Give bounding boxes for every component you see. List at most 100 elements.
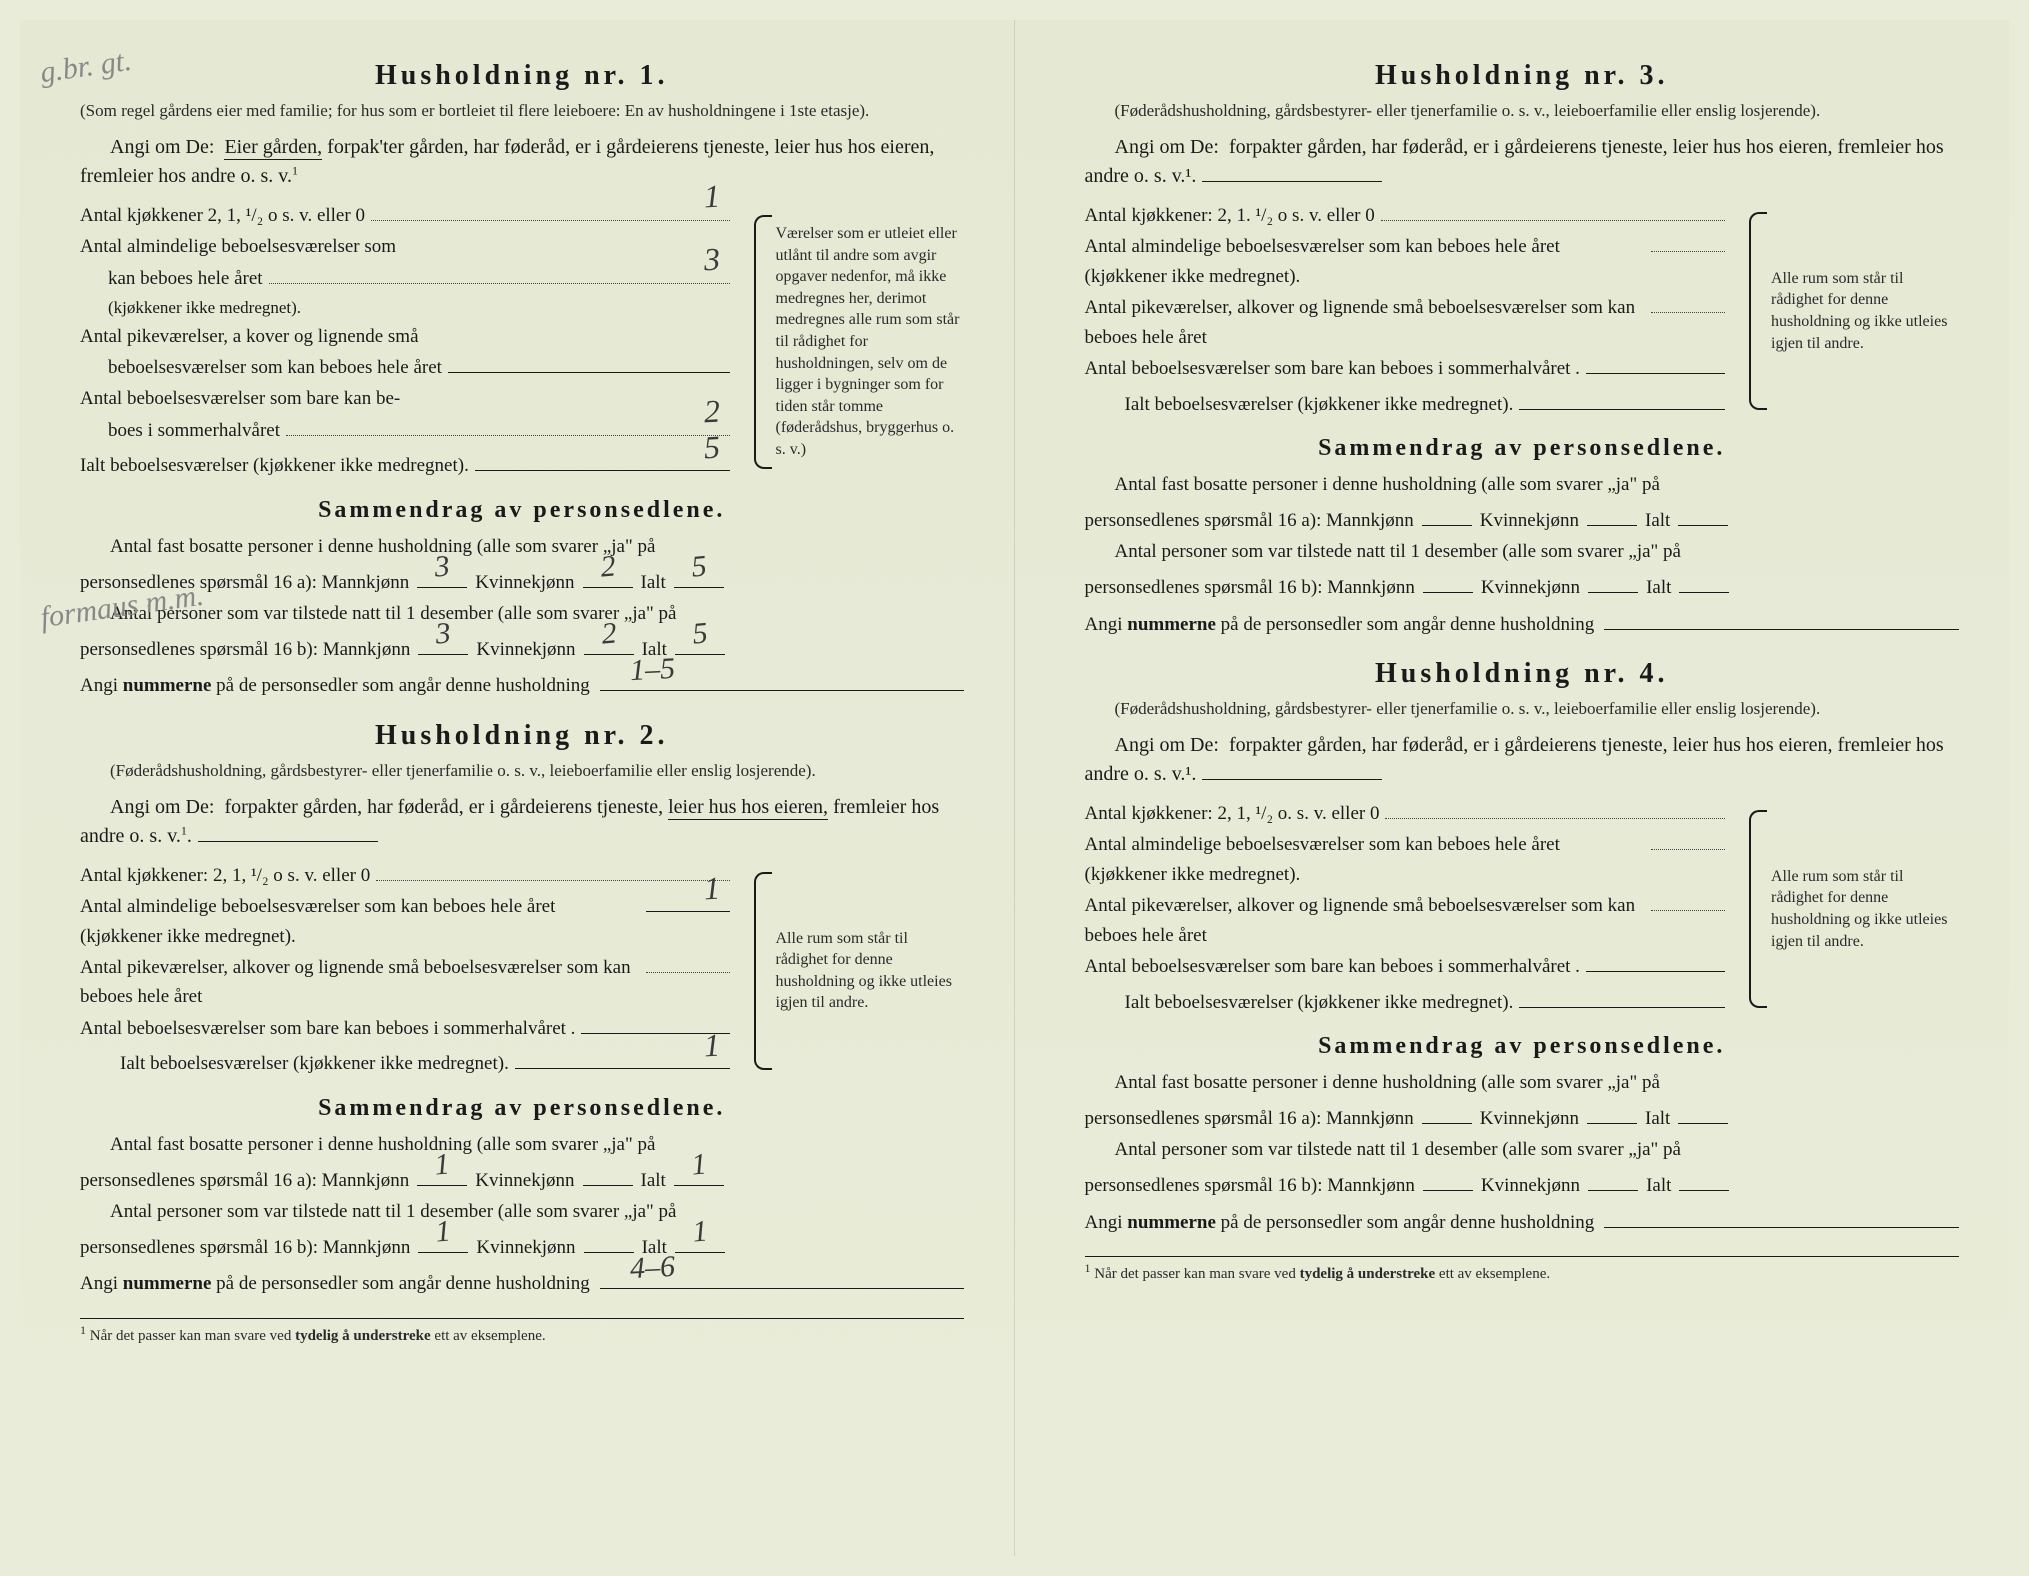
h2-res: personsedlenes spørsmål 16 a): Mannkjønn… — [80, 1166, 964, 1196]
k3b: Kvinnekjønn — [1481, 573, 1580, 603]
brace-icon3 — [1749, 212, 1767, 410]
res-cont3: personsedlenes spørsmål 16 a): Mannkjønn — [1085, 506, 1414, 536]
h1-sammendrag-title: Sammendrag av personsedlene. — [80, 497, 964, 524]
h1-title: Husholdning nr. 1. — [80, 60, 964, 92]
k3: Kvinnekjønn — [1480, 506, 1579, 536]
i4b: Ialt — [1646, 1171, 1671, 1201]
h4-title: Husholdning nr. 4. — [1085, 658, 1960, 690]
h2-title: Husholdning nr. 2. — [80, 720, 964, 752]
h2-side-note-text: Alle rum som står til rådighet for denne… — [776, 928, 964, 1014]
h2-nummerne-row: Angi nummerne på de personsedler som ang… — [80, 1269, 964, 1299]
angi-prefix4: Angi om De: — [1115, 734, 1219, 756]
angi-prefix2: Angi om De: — [110, 796, 214, 818]
household-2: Husholdning nr. 2. (Føderådshusholdning,… — [80, 720, 964, 1300]
h3-subtitle: (Føderådshusholdning, gårdsbestyrer- ell… — [1085, 100, 1960, 123]
h3-pres: personsedlenes spørsmål 16 b): Mannkjønn… — [1085, 573, 1960, 603]
h4-nummerne-label: Angi nummerne på de personsedler som ang… — [1085, 1208, 1595, 1238]
h3-title: Husholdning nr. 3. — [1085, 60, 1960, 92]
document-spread: g.br. gt. Husholdning nr. 1. (Som regel … — [20, 20, 2009, 1556]
h1-nummerne-row: Angi nummerne på de personsedler som ang… — [80, 671, 964, 701]
h1-rooms-year-label: Antal almindelige beboelsesværelser som — [80, 232, 396, 261]
h4-sammendrag-title: Sammendrag av personsedlene. — [1085, 1033, 1960, 1060]
h3-fields-row: Antal kjøkkener: 2, 1. ¹/₂ o s. v. eller… — [1085, 201, 1960, 421]
i3: Ialt — [1645, 506, 1670, 536]
h1-rooms-year-sub: (kjøkkener ikke medregnet). — [80, 295, 736, 321]
h1-kitchens-label: Antal kjøkkener 2, 1, ¹/₂ o s. v. eller … — [80, 201, 365, 230]
h1-nummerne-value: 1–5 — [629, 645, 676, 695]
h4-res-intro: Antal fast bosatte personer i denne hush… — [1085, 1068, 1960, 1098]
h3-angi: Angi om De: forpakter gården, har føderå… — [1085, 133, 1960, 191]
h2-total-value: 1 — [702, 1020, 721, 1070]
brace-icon2 — [754, 872, 772, 1070]
h1-side-note-text: Værelser som er utleiet eller utlånt til… — [776, 223, 964, 461]
h1-pres-fields: personsedlenes spørsmål 16 b): Mannkjønn… — [80, 635, 964, 665]
k2b: Kvinnekjønn — [476, 1233, 575, 1263]
h4-nummerne-row: Angi nummerne på de personsedler som ang… — [1085, 1208, 1960, 1238]
brace-icon4 — [1749, 810, 1767, 1008]
h1-rooms-year-label2: kan beboes hele året — [80, 264, 263, 293]
h3-fields: Antal kjøkkener: 2, 1. ¹/₂ o s. v. eller… — [1085, 201, 1732, 421]
k4b: Kvinnekjønn — [1481, 1171, 1580, 1201]
h1-small-rooms-label1: Antal pikeværelser, a kover og lignende … — [80, 322, 419, 351]
household-1: Husholdning nr. 1. (Som regel gårdens ei… — [80, 60, 964, 702]
brace-icon — [754, 215, 772, 469]
pres-cont4: personsedlenes spørsmål 16 b): Mannkjønn — [1085, 1171, 1415, 1201]
h2-fields: Antal kjøkkener: 2, 1, ¹/₂ o s. v. eller… — [80, 861, 736, 1081]
h1-res-fields: personsedlenes spørsmål 16 a): Mannkjønn… — [80, 568, 964, 598]
kvinnekjonn2: Kvinnekjønn — [476, 635, 575, 665]
h1-angi-underlined: Eier gården, — [224, 136, 322, 160]
k4: Kvinnekjønn — [1480, 1104, 1579, 1134]
h4-kitchens-label: Antal kjøkkener: 2, 1, ¹/₂ o. s. v. elle… — [1085, 799, 1380, 828]
h2-pres: personsedlenes spørsmål 16 b): Mannkjønn… — [80, 1233, 964, 1263]
h3-small-rooms-label: Antal pikeværelser, alkover og lignende … — [1085, 293, 1645, 352]
h1-summer-label1: Antal beboelsesværelser som bare kan be- — [80, 384, 400, 413]
h4-total-label: Ialt beboelsesværelser (kjøkkener ikke m… — [1085, 988, 1514, 1017]
h2-side-note: Alle rum som står til rådighet for denne… — [754, 861, 964, 1081]
h1-fields: Antal kjøkkener 2, 1, ¹/₂ o s. v. eller … — [80, 201, 736, 483]
h2-nummerne-value: 4–6 — [629, 1243, 676, 1293]
h3-total-label: Ialt beboelsesværelser (kjøkkener ikke m… — [1085, 390, 1514, 419]
h4-pres: personsedlenes spørsmål 16 b): Mannkjønn… — [1085, 1171, 1960, 1201]
h3-res: personsedlenes spørsmål 16 a): Mannkjønn… — [1085, 506, 1960, 536]
footnote-left: 1 Når det passer kan man svare ved tydel… — [80, 1318, 964, 1345]
h4-fields-row: Antal kjøkkener: 2, 1, ¹/₂ o. s. v. elle… — [1085, 799, 1960, 1019]
h4-subtitle: (Føderådshusholdning, gårdsbestyrer- ell… — [1085, 698, 1960, 721]
h1-side-note: Værelser som er utleiet eller utlånt til… — [754, 201, 964, 483]
angi-prefix: Angi om De: — [110, 136, 214, 158]
h2-summer-label: Antal beboelsesværelser som bare kan beb… — [80, 1014, 575, 1043]
h3-nummerne-row: Angi nummerne på de personsedler som ang… — [1085, 610, 1960, 640]
h1-rooms-year-value: 3 — [702, 235, 721, 285]
h2-res-intro: Antal fast bosatte personer i denne hush… — [80, 1130, 964, 1160]
h1-kitchens-value: 1 — [702, 172, 721, 222]
ialt: Ialt — [641, 568, 666, 598]
h3-pres-intro: Antal personer som var tilstede natt til… — [1085, 537, 1960, 567]
angi-prefix3: Angi om De: — [1115, 136, 1219, 158]
h2-nummerne-label: Angi nummerne på de personsedler som ang… — [80, 1269, 590, 1299]
h4-summer-label: Antal beboelsesværelser som bare kan beb… — [1085, 952, 1580, 981]
i3b: Ialt — [1646, 573, 1671, 603]
h3-res-intro: Antal fast bosatte personer i denne hush… — [1085, 470, 1960, 500]
h2-pres-intro: Antal personer som var tilstede natt til… — [80, 1197, 964, 1227]
i4: Ialt — [1645, 1104, 1670, 1134]
h4-small-rooms-label: Antal pikeværelser, alkover og lignende … — [1085, 891, 1645, 950]
res-cont4: personsedlenes spørsmål 16 a): Mannkjønn — [1085, 1104, 1414, 1134]
pres-cont2: personsedlenes spørsmål 16 b): Mannkjønn — [80, 1233, 410, 1263]
h3-rooms-year-label: Antal almindelige beboelsesværelser som … — [1085, 232, 1645, 291]
footnote-right: 1 Når det passer kan man svare ved tydel… — [1085, 1256, 1960, 1283]
h1-res-intro: Antal fast bosatte personer i denne hush… — [80, 532, 964, 562]
h1-nummerne-label: Angi nummerne på de personsedler som ang… — [80, 671, 590, 701]
h3-summer-label: Antal beboelsesværelser som bare kan beb… — [1085, 354, 1580, 383]
kvinnekjonn: Kvinnekjønn — [475, 568, 574, 598]
h1-total-value: 5 — [702, 422, 721, 472]
h3-side-note-text: Alle rum som står til rådighet for denne… — [1771, 268, 1959, 354]
h2-total-label: Ialt beboelsesværelser (kjøkkener ikke m… — [80, 1049, 509, 1078]
h2-rooms-year-label: Antal almindelige beboelsesværelser som … — [80, 892, 640, 951]
page-left: g.br. gt. Husholdning nr. 1. (Som regel … — [20, 20, 1015, 1556]
h1-angi: Angi om De: Eier gården, forpak'ter gård… — [80, 133, 964, 191]
h4-rooms-year-label: Antal almindelige beboelsesværelser som … — [1085, 830, 1645, 889]
h2-small-rooms-label: Antal pikeværelser, alkover og lignende … — [80, 953, 640, 1012]
h4-angi: Angi om De: forpakter gården, har føderå… — [1085, 731, 1960, 789]
h2-rooms-year-value: 1 — [702, 863, 721, 913]
h1-small-rooms-label2: beboelsesværelser som kan beboes hele år… — [80, 353, 442, 382]
h4-pres-intro: Antal personer som var tilstede natt til… — [1085, 1135, 1960, 1165]
